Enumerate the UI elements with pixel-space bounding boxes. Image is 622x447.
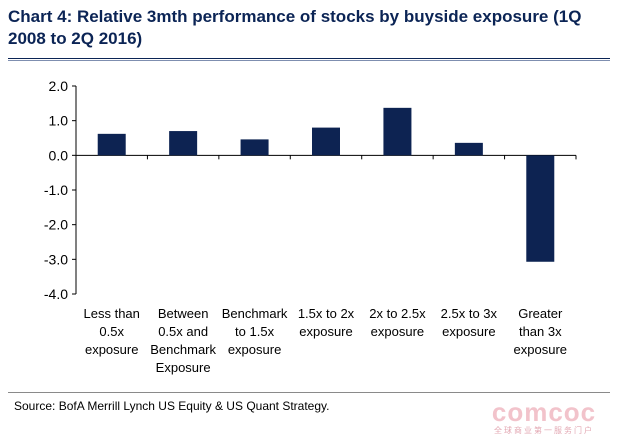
y-tick-label: 2.0 — [49, 78, 69, 94]
y-tick-label: 0.0 — [49, 147, 69, 163]
x-category-label: Less than — [84, 306, 140, 321]
x-axis-categories: Less than 0.5x exposure Between 0.5x and Benc… — [84, 306, 568, 375]
watermark: comcoc 全球商业第一服务门户 — [474, 398, 614, 436]
source-note: Source: BofA Merrill Lynch US Equity & U… — [14, 399, 330, 413]
x-category-label: 1.5x to 2x — [298, 306, 355, 321]
x-category-label: exposure — [442, 324, 495, 339]
bar — [169, 131, 198, 156]
x-category-label: than 3x — [519, 324, 562, 339]
y-tick-label: -4.0 — [44, 286, 68, 302]
x-category-label: Greater — [518, 306, 563, 321]
bar — [526, 155, 555, 262]
y-axis-ticks: 2.0 1.0 0.0 -1.0 -2.0 -3.0 -4.0 — [44, 78, 76, 302]
y-tick-label: 1.0 — [49, 113, 69, 129]
x-category-label: 2x to 2.5x — [369, 306, 426, 321]
x-category-label: to 1.5x — [235, 324, 275, 339]
watermark-logo: comcoc — [491, 397, 597, 427]
x-category-label: 0.5x — [99, 324, 124, 339]
bar — [240, 139, 269, 156]
title-rule — [8, 58, 610, 59]
x-category-label: exposure — [299, 324, 352, 339]
x-category-label: Benchmark — [222, 306, 288, 321]
bar — [454, 142, 483, 156]
x-category-label: exposure — [371, 324, 424, 339]
title-rule-thin — [8, 60, 610, 61]
x-category-label: 0.5x and — [158, 324, 208, 339]
watermark-subtitle: 全球商业第一服务门户 — [494, 426, 594, 435]
bar — [312, 127, 340, 156]
y-tick-label: -2.0 — [44, 217, 68, 233]
bar-chart: 2.0 1.0 0.0 -1.0 -2.0 -3.0 -4.0 Less than 0.5x e… — [44, 78, 577, 375]
bar — [383, 107, 412, 156]
x-category-label: Benchmark — [150, 342, 216, 357]
x-category-label: Between — [158, 306, 209, 321]
x-category-label: exposure — [85, 342, 138, 357]
footer-rule — [8, 392, 610, 393]
y-tick-label: -3.0 — [44, 251, 68, 267]
bar — [97, 133, 126, 156]
chart-bars — [97, 107, 555, 262]
chart-axes — [75, 86, 577, 294]
x-category-label: 2.5x to 3x — [441, 306, 498, 321]
chart-title: Chart 4: Relative 3mth performance of st… — [8, 7, 582, 48]
x-category-label: Exposure — [156, 360, 211, 375]
y-tick-label: -1.0 — [44, 182, 68, 198]
x-category-label: exposure — [228, 342, 281, 357]
x-category-label: exposure — [514, 342, 567, 357]
